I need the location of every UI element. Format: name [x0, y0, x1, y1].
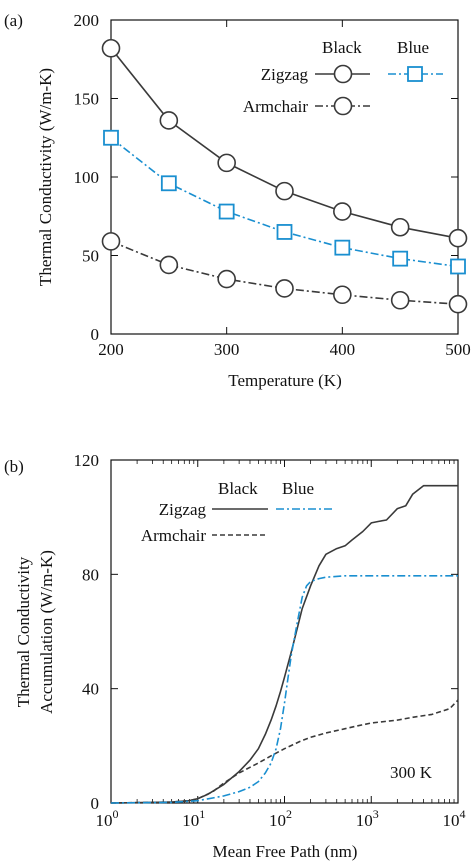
panel-a-legend-blue-header: Blue	[397, 38, 429, 57]
legend-marker-armchair-black	[333, 96, 353, 116]
data-point	[276, 224, 293, 240]
panel-a-legend: Black Blue Zigzag Armchair	[243, 38, 443, 116]
legend-marker-zigzag-blue	[407, 66, 423, 82]
panel-a-ytick-label: 200	[74, 11, 100, 30]
panel-b-ylabel-line2: Accumulation (W/m-K)	[37, 550, 56, 714]
panel-a-ylabel: Thermal Conductivity (W/m-K)	[36, 68, 55, 286]
panel-b-legend: Black Blue Zigzag Armchair	[141, 479, 334, 545]
legend-marker-zigzag-black	[333, 64, 353, 84]
panel-b-series-armchair-black	[110, 699, 459, 804]
panel-b-series-zigzag-blue	[110, 574, 458, 804]
data-point	[333, 285, 352, 305]
data-point	[103, 129, 119, 146]
chart-panel-a: (a) 200 300 400 500 0 50 100 150 200 Temperature…	[4, 11, 471, 390]
data-point	[390, 217, 410, 237]
data-point	[333, 202, 352, 221]
panel-a-series-armchair-black	[101, 232, 468, 314]
panel-b-ytick-label: 80	[82, 565, 99, 584]
data-point	[159, 255, 179, 275]
panel-a-legend-armchair-label: Armchair	[243, 97, 308, 116]
panel-a-series-zigzag-blue	[103, 129, 466, 275]
panel-b-temperature-annotation: 300 K	[390, 763, 433, 782]
data-point	[160, 175, 177, 192]
panel-a-ytick-label: 150	[74, 90, 100, 109]
data-point	[448, 228, 468, 248]
panel-a-legend-black-header: Black	[322, 38, 362, 57]
panel-b-series-zigzag-black	[110, 484, 458, 804]
panel-a-xtick-label: 300	[214, 340, 240, 359]
data-point	[334, 239, 351, 256]
data-point	[101, 38, 121, 58]
data-point	[217, 153, 236, 173]
panel-b-legend-blue-header: Blue	[282, 479, 314, 498]
panel-b-ytick-label: 40	[82, 680, 99, 699]
panel-a-xtick-label: 500	[445, 340, 471, 359]
panel-a-xtick-label: 400	[330, 340, 356, 359]
panel-b-legend-zigzag-label: Zigzag	[159, 500, 207, 519]
data-point	[390, 290, 410, 310]
data-point	[217, 269, 236, 289]
data-point	[392, 250, 409, 267]
data-point	[101, 232, 121, 251]
panel-a-ytick-label: 0	[91, 325, 100, 344]
panel-b-ytick-label: 120	[74, 451, 100, 470]
data-point	[275, 181, 294, 201]
panel-a-series-zigzag-black	[101, 38, 468, 248]
panel-b-ylabel-line1: Thermal Conductivity	[14, 556, 33, 707]
panel-b-xtick-label: 103	[356, 807, 379, 830]
data-point	[275, 279, 294, 298]
panel-b-xtick-label: 101	[182, 807, 205, 830]
panel-b-xtick-label: 102	[269, 807, 292, 830]
panel-a-label: (a)	[4, 11, 23, 30]
data-point	[448, 294, 468, 314]
panel-a-legend-zigzag-label: Zigzag	[261, 65, 309, 84]
series-line	[110, 137, 459, 268]
panel-b-legend-armchair-label: Armchair	[141, 526, 206, 545]
panel-b-ytick-label: 0	[91, 794, 100, 813]
panel-b-xlabel: Mean Free Path (nm)	[213, 842, 358, 861]
panel-a-ytick-label: 50	[82, 247, 99, 266]
data-point	[159, 111, 179, 130]
data-point	[450, 258, 466, 275]
panel-a-xtick-label: 200	[98, 340, 124, 359]
panel-a-ytick-label: 100	[74, 168, 100, 187]
panel-b-label: (b)	[4, 457, 24, 476]
panel-a-xlabel: Temperature (K)	[228, 371, 342, 390]
panel-b-xtick-label: 104	[443, 807, 466, 830]
data-point	[218, 203, 235, 220]
panel-b-legend-black-header: Black	[218, 479, 258, 498]
